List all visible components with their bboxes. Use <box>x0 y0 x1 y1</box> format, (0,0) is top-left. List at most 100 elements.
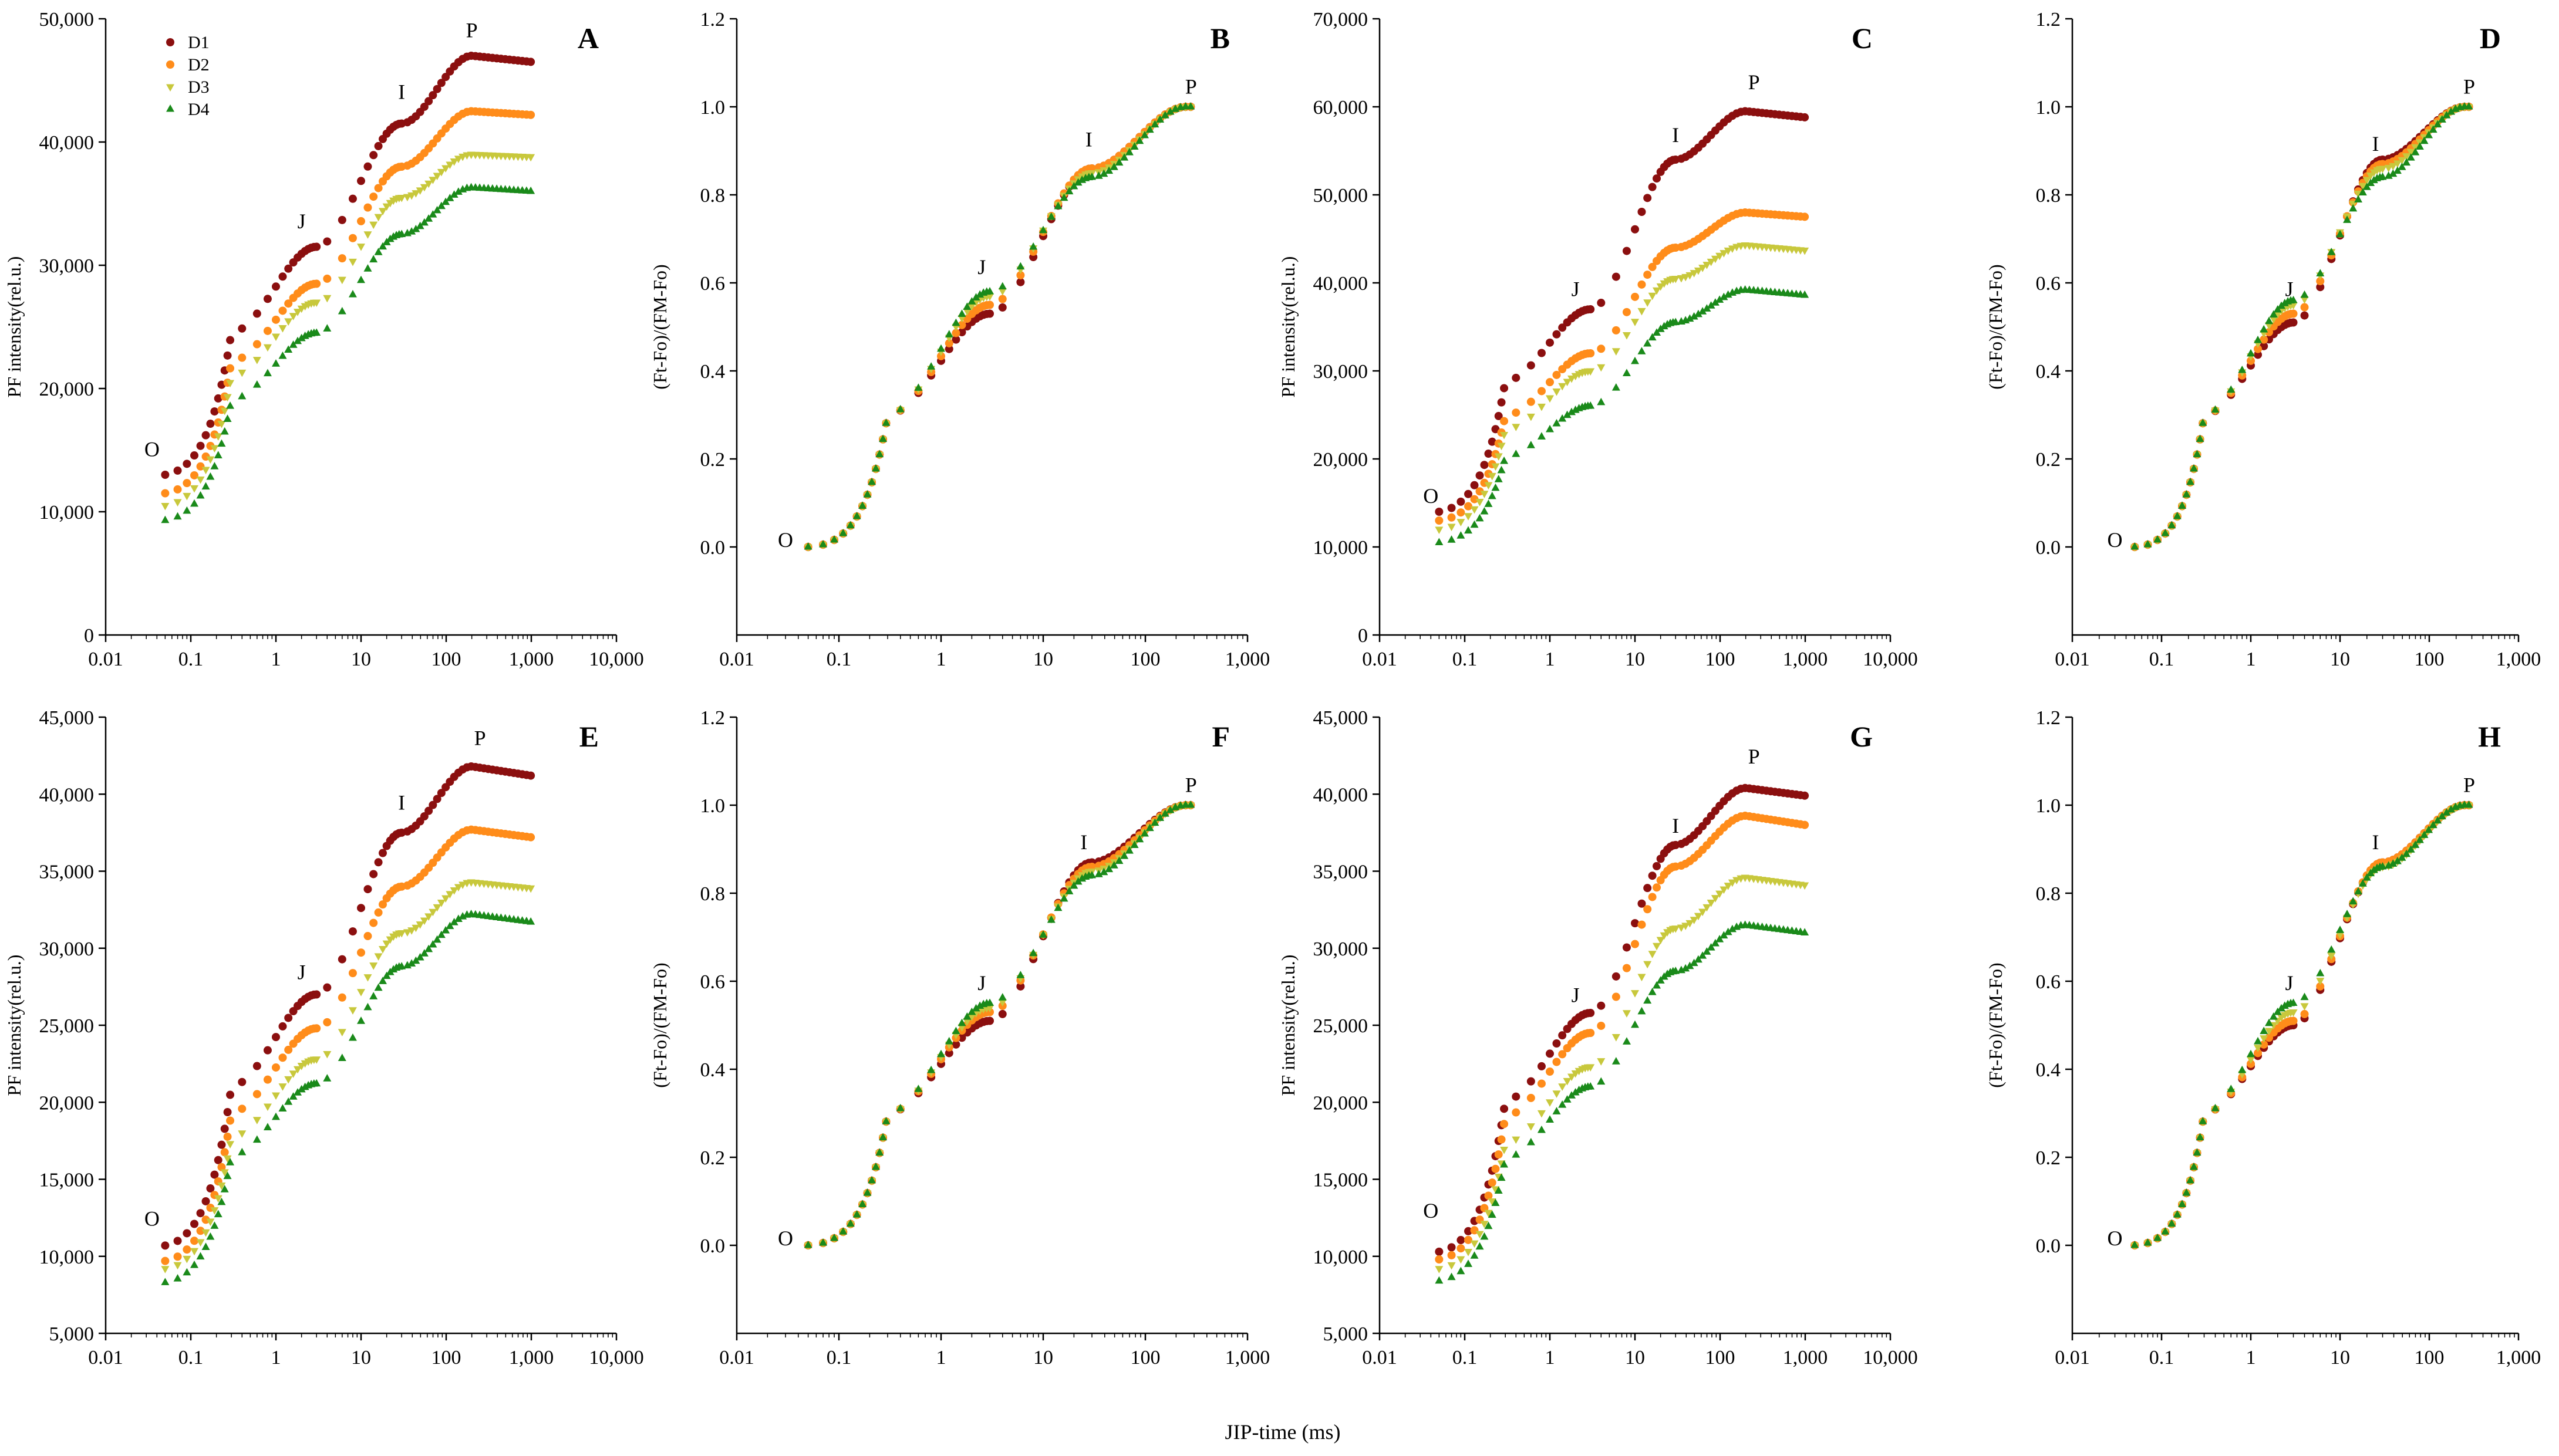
data-point-d3 <box>214 433 222 441</box>
y-tick-label: 10,000 <box>39 502 95 523</box>
data-point-d4 <box>2199 418 2207 426</box>
data-point-d4 <box>1491 1198 1500 1207</box>
data-point-d4 <box>416 952 424 961</box>
data-point-d4 <box>437 930 446 938</box>
data-point-d4 <box>1047 915 1056 923</box>
y-tick-label: 1.2 <box>700 707 726 729</box>
data-point-d4 <box>2433 120 2442 128</box>
data-point-d3 <box>379 208 387 216</box>
data-point-d4 <box>1491 483 1500 491</box>
data-point-d4 <box>252 380 261 388</box>
data-point-d1 <box>1537 1062 1546 1070</box>
data-point-d1 <box>312 242 321 251</box>
y-tick-label: 0.8 <box>700 883 726 905</box>
data-point-d3 <box>278 325 287 333</box>
data-point-d3 <box>429 908 437 917</box>
y-tick-label: 0 <box>1358 625 1368 647</box>
data-point-d4 <box>1484 1221 1493 1229</box>
data-point-d1 <box>338 215 346 224</box>
data-point-d2 <box>1447 1251 1456 1259</box>
data-point-d3 <box>986 293 994 301</box>
data-point-d3 <box>1648 951 1657 958</box>
data-point-d3 <box>238 369 247 377</box>
data-point-d4 <box>1125 147 1134 156</box>
data-point-d4 <box>272 359 280 367</box>
data-point-d3 <box>2269 316 2278 324</box>
data-point-d4 <box>1054 201 1063 210</box>
data-point-d1 <box>226 336 235 344</box>
data-point-d4 <box>998 282 1007 290</box>
data-point-d1 <box>238 324 247 333</box>
data-point-d4 <box>1130 840 1139 849</box>
legend-marker-d4 <box>166 104 174 112</box>
data-point-d4 <box>527 917 535 925</box>
data-point-d3 <box>1597 1058 1606 1066</box>
data-point-d4 <box>412 224 420 232</box>
data-point-d2 <box>363 932 372 941</box>
data-point-d1 <box>1464 489 1473 498</box>
y-tick-label: 50,000 <box>39 9 95 31</box>
data-point-d4 <box>2153 535 2162 543</box>
x-tick-label: 1,000 <box>509 648 554 670</box>
data-point-d3 <box>210 445 219 453</box>
point-label-i: I <box>1672 123 1679 147</box>
x-tick-label: 1 <box>2246 648 2256 670</box>
data-point-d3 <box>1702 904 1711 912</box>
data-point-d1 <box>201 1197 210 1205</box>
series-d1 <box>1435 107 1809 516</box>
data-point-d1 <box>1611 272 1620 281</box>
y-tick-label: 1.0 <box>2036 97 2061 119</box>
data-point-d1 <box>945 1049 953 1058</box>
data-point-d4 <box>2349 897 2358 905</box>
y-axis-label: (Ft-Fo)/(FM-Fo) <box>1985 264 2006 389</box>
data-point-d2 <box>2316 277 2325 286</box>
data-point-d4 <box>1648 333 1657 341</box>
data-point-d2 <box>338 993 346 1002</box>
data-point-d1 <box>424 806 433 815</box>
data-point-d1 <box>252 309 261 318</box>
data-point-d4 <box>1140 130 1149 138</box>
data-point-d4 <box>2406 845 2415 853</box>
data-point-d4 <box>1724 927 1732 935</box>
data-point-d3 <box>1512 424 1520 431</box>
data-point-d4 <box>1016 971 1025 978</box>
data-point-d4 <box>374 983 383 991</box>
panel-b: 0.01 0.1 1 10 100 1,000 0.0 0.2 0.4 0.6 0.8 1.0 1.2 (… <box>649 9 1270 670</box>
data-point-d3 <box>173 1262 182 1270</box>
data-point-d4 <box>1597 1077 1606 1085</box>
data-point-d4 <box>2354 887 2363 895</box>
y-tick-label: 0.0 <box>2036 537 2061 559</box>
data-point-d3 <box>1512 1136 1520 1144</box>
point-label-o: O <box>778 528 793 552</box>
data-point-d3 <box>348 1007 357 1015</box>
data-point-d3 <box>1622 332 1631 340</box>
data-point-d2 <box>1653 883 1661 892</box>
data-point-d4 <box>1065 887 1074 894</box>
data-point-d3 <box>1447 523 1456 532</box>
data-point-d3 <box>289 313 298 320</box>
data-point-d1 <box>210 407 219 416</box>
data-point-d4 <box>2178 1200 2187 1208</box>
data-point-d4 <box>1671 317 1680 326</box>
data-point-d1 <box>1016 278 1025 286</box>
data-point-d3 <box>1500 431 1509 440</box>
data-point-d1 <box>284 264 293 273</box>
data-point-d4 <box>2402 849 2411 857</box>
y-axis-label: PF intensity(rel.u.) <box>1277 955 1299 1096</box>
data-point-d4 <box>2384 171 2393 179</box>
data-point-d4 <box>1110 163 1118 170</box>
data-point-d1 <box>1558 1031 1567 1040</box>
data-point-d3 <box>412 924 420 933</box>
data-point-d1 <box>214 1156 222 1164</box>
data-point-d4 <box>957 1018 966 1026</box>
data-point-d2 <box>252 340 261 349</box>
x-tick-label: 1 <box>1545 1347 1555 1369</box>
data-point-d3 <box>1698 908 1707 917</box>
data-point-d4 <box>2433 816 2442 824</box>
data-point-d4 <box>297 333 306 342</box>
data-point-d4 <box>846 521 855 529</box>
data-point-d2 <box>1631 940 1639 948</box>
data-point-d1 <box>1622 246 1631 255</box>
data-point-d4 <box>1494 1186 1503 1194</box>
x-tick-label: 0.01 <box>2055 1347 2090 1369</box>
